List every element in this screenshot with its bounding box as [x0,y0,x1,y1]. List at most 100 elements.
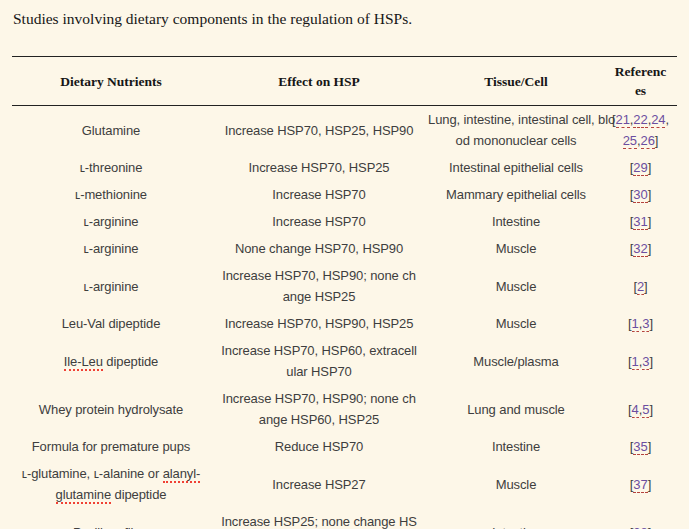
table-row: ʟ-arginine Increase HSP70, HSP90; none ch… [12,262,677,310]
effect-cell: Increase HSP70, HSP25, HSP90 [210,106,428,155]
references-cell: [30] [604,181,677,208]
nutrient-text: ʟ-arginine [84,214,139,229]
reference-close-bracket: ] [648,439,652,454]
tissue-cell: Intestine [428,433,604,460]
reference-close-bracket: ] [649,316,653,331]
table-caption: Studies involving dietary components in … [13,9,689,29]
references-cell: [35] [604,433,677,460]
column-header-effect-on-hsp: Effect on HSP [210,57,428,106]
reference-link[interactable]: 31 [633,214,647,230]
reference-link[interactable]: 2 [637,279,644,295]
hsp-studies-table: Dietary Nutrients Effect on HSP Tissue/C… [12,56,677,529]
reference-link[interactable]: 24 [651,112,665,128]
tissue-cell: Intestine [428,508,604,529]
column-header-tissue-cell: Tissue/Cell [428,57,604,106]
tissue-cell: Intestinal epithelial cells [428,154,604,181]
tissue-cell: Muscle/plasma [428,337,604,385]
references-cell: [29] [604,154,677,181]
effect-cell: Increase HSP25; none change HS P70 [210,508,428,529]
table-row: Leu-Val dipeptideIncrease HSP70, HSP90, … [12,310,677,337]
nutrient-cell: Psyllium fiber [12,508,210,529]
references-cell: [32] [604,235,677,262]
tissue-cell: Muscle [428,235,604,262]
misspelled-word: alanyl- [163,466,201,483]
reference-close-bracket: ] [649,354,653,369]
table-row: Glutamine Increase HSP70, HSP25, HSP90Lun… [12,106,677,155]
nutrient-text: ʟ-threonine [80,160,143,175]
nutrient-cell: Formula for premature pups [12,433,210,460]
table-row: Formula for premature pupsReduce HSP70In… [12,433,677,460]
reference-link[interactable]: 22 [633,112,647,128]
references-cell: [1,3] [604,310,677,337]
page: Studies involving dietary components in … [0,0,689,529]
table-row: ʟ-threonine Increase HSP70, HSP25Intestin… [12,154,677,181]
nutrient-cell: Leu-Val dipeptide [12,310,210,337]
reference-close-bracket: ] [648,214,652,229]
nutrient-text: dipeptide [103,354,158,369]
effect-cell: None change HSP70, HSP90 [210,235,428,262]
tissue-cell: Muscle [428,460,604,508]
tissue-cell: Muscle [428,262,604,310]
nutrient-text: Psyllium fiber [73,525,149,529]
effect-cell: Increase HSP70, HSP25 [210,154,428,181]
tissue-cell: Lung and muscle [428,385,604,433]
table-row: Ile-Leu dipeptide Increase HSP70, HSP60, … [12,337,677,385]
references-cell: [2] [604,262,677,310]
reference-close-bracket: ] [655,133,659,148]
tissue-cell: Lung, intestine, intestinal cell, blo od… [428,106,604,155]
reference-close-bracket: ] [644,279,648,294]
nutrient-cell: Glutamine [12,106,210,155]
tissue-cell: Intestine [428,208,604,235]
reference-link[interactable]: 21 [616,112,630,128]
reference-close-bracket: ] [648,241,652,256]
column-header-dietary-nutrients: Dietary Nutrients [12,57,210,106]
reference-close-bracket: ] [648,477,652,492]
nutrient-text: Glutamine [82,123,140,138]
reference-link[interactable]: 29 [633,160,647,176]
reference-link[interactable]: 30 [633,187,647,203]
effect-cell: Increase HSP70, HSP60, extracell ular HS… [210,337,428,385]
references-cell: [31] [604,208,677,235]
column-header-references: Referenc es [604,57,677,106]
references-cell: [4,5] [604,385,677,433]
misspelled-word: Ile-Leu [64,354,103,371]
tissue-cell: Mammary epithelial cells [428,181,604,208]
reference-link[interactable]: 1 [632,316,639,332]
reference-close-bracket: ] [649,402,653,417]
reference-link[interactable]: 25 [623,133,637,149]
table-row: ʟ-arginine None change HSP70, HSP90Muscle… [12,235,677,262]
reference-link[interactable]: 1 [632,354,639,370]
nutrient-cell: Whey protein hydrolysate [12,385,210,433]
table-header-row: Dietary Nutrients Effect on HSP Tissue/C… [12,57,677,106]
nutrient-cell: ʟ-arginine [12,208,210,235]
nutrient-cell: ʟ-methionine [12,181,210,208]
nutrient-text: ʟ-methionine [75,187,147,202]
reference-link[interactable]: 35 [633,439,647,455]
references-cell: [21,22,24, 25,26] [604,106,677,155]
misspelled-word: glutamine [56,487,111,504]
nutrient-text: dipeptide [111,487,166,502]
reference-close-bracket: ] [648,525,652,529]
nutrient-text: ʟ-arginine [84,241,139,256]
effect-cell: Increase HSP70, HSP90; none ch ange HSP2… [210,262,428,310]
table-row: ʟ-glutamine, ʟ-alanine or alanyl- glutam… [12,460,677,508]
reference-link[interactable]: 4 [632,402,639,418]
table-row: ʟ-arginine Increase HSP70Intestine[31] [12,208,677,235]
nutrient-cell: ʟ-threonine [12,154,210,181]
reference-link[interactable]: 37 [633,477,647,493]
nutrient-text: ʟ-arginine [84,279,139,294]
references-cell: [38] [604,508,677,529]
table-row: Whey protein hydrolysateIncrease HSP70, … [12,385,677,433]
table-row: Psyllium fiber Increase HSP25; none chang… [12,508,677,529]
effect-cell: Increase HSP70, HSP90, HSP25 [210,310,428,337]
nutrient-text: Whey protein hydrolysate [39,402,183,417]
reference-link[interactable]: 26 [641,133,655,149]
reference-link[interactable]: 32 [633,241,647,257]
table-row: ʟ-methionineIncrease HSP70Mammary epithe… [12,181,677,208]
reference-link[interactable]: 38 [633,525,647,529]
effect-cell: Increase HSP27 [210,460,428,508]
effect-cell: Increase HSP70 [210,208,428,235]
nutrient-cell: ʟ-arginine [12,262,210,310]
tissue-cell: Muscle [428,310,604,337]
references-cell: [37] [604,460,677,508]
